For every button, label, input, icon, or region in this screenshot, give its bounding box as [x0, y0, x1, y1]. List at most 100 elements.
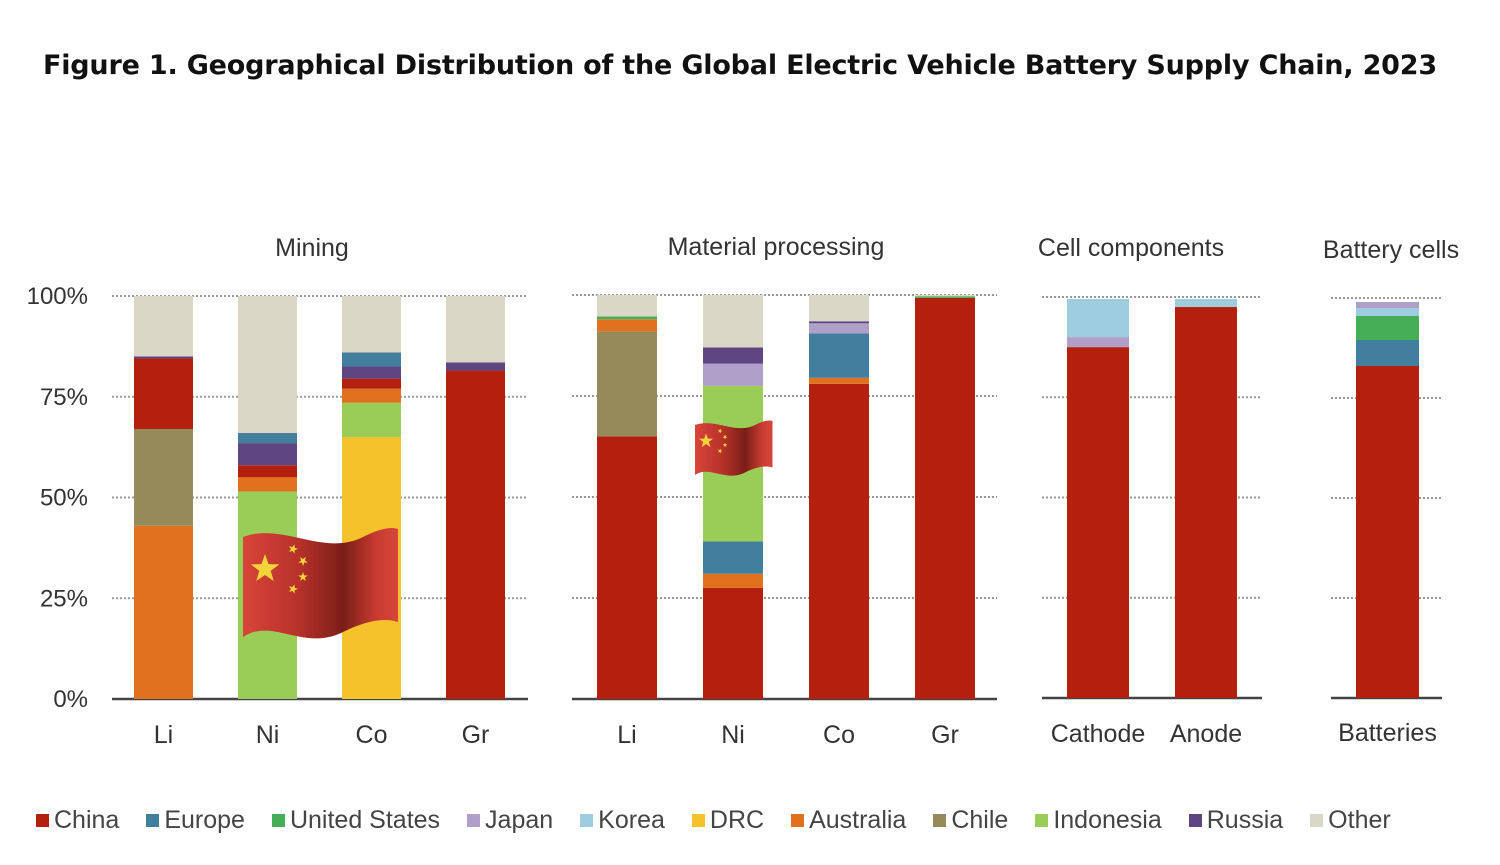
legend-swatch — [1188, 814, 1202, 827]
legend-swatch — [1035, 814, 1049, 827]
bar-segment-japan — [703, 363, 763, 386]
legend-swatch — [580, 814, 594, 827]
bar-segment-china — [1175, 307, 1237, 698]
flag-star-icon — [717, 428, 723, 434]
bar-segment-united-states — [1356, 316, 1419, 340]
legend-item-drc: DRC — [691, 806, 765, 835]
bar-segment-other — [703, 295, 763, 348]
bar-segment-japan — [1356, 302, 1419, 308]
x-tick-label: Co — [823, 721, 855, 749]
bar-segment-russia — [809, 321, 869, 324]
bar-segment-russia — [134, 356, 193, 359]
bar-segment-other — [342, 296, 401, 353]
china-flag-processing — [695, 420, 773, 476]
panel-title: Mining — [275, 234, 349, 262]
legend-item-australia: Australia — [791, 806, 906, 835]
bar-segment-china — [597, 436, 657, 699]
legend-item-united-states: United States — [271, 806, 440, 835]
bar-segment-australia — [342, 388, 401, 403]
legend-label: Indonesia — [1053, 806, 1162, 834]
panel-title: Battery cells — [1323, 236, 1459, 264]
y-tick-label: 0% — [53, 686, 88, 713]
legend-label: DRC — [709, 806, 765, 834]
bar-segment-australia — [809, 377, 869, 384]
figure-title: Figure 1. Geographical Distribution of t… — [43, 50, 1437, 81]
legend-swatch — [36, 814, 49, 827]
bar-segment-china — [1067, 347, 1129, 698]
bar-segment-chile — [597, 331, 657, 437]
bar-segment-united-states — [915, 296, 975, 298]
legend-label: Japan — [485, 806, 554, 834]
legend-label: Korea — [598, 806, 665, 834]
bar-segment-other — [238, 296, 297, 434]
flag-cloth — [243, 527, 398, 639]
bar-segment-russia — [703, 347, 763, 364]
bar-segment-other — [915, 295, 975, 297]
bar-segment-russia — [342, 366, 401, 379]
flag-star-icon — [288, 544, 298, 554]
legend-item-japan: Japan — [467, 806, 553, 835]
x-tick-label: Anode — [1170, 720, 1242, 748]
legend-item-korea: Korea — [580, 806, 665, 835]
bar-segment-europe — [809, 333, 869, 378]
legend-item-russia: Russia — [1188, 806, 1284, 835]
y-tick-label: 100% — [27, 283, 88, 310]
panel-title: Cell components — [1038, 234, 1224, 262]
legend-item-europe: Europe — [146, 806, 245, 835]
bar-segment-china — [1356, 366, 1419, 698]
bar-segment-europe — [238, 433, 297, 444]
bar-segment-china — [134, 358, 193, 429]
bar-segment-europe — [342, 352, 401, 367]
bar-segment-china — [703, 587, 763, 699]
flag-star-icon — [717, 448, 723, 454]
legend-swatch — [691, 814, 705, 827]
x-tick-label: Co — [356, 721, 388, 749]
bar-segment-china — [446, 370, 505, 699]
y-tick-label: 50% — [40, 485, 88, 512]
legend-swatch — [271, 814, 285, 827]
x-tick-label: Li — [154, 721, 173, 749]
flag-star-icon — [698, 433, 714, 448]
bar-segment-japan — [1067, 337, 1129, 348]
bar-segment-chile — [134, 428, 193, 526]
legend-label: Australia — [809, 806, 907, 834]
y-tick-label: 25% — [40, 585, 88, 612]
legend-item-chile: Chile — [933, 806, 1008, 835]
bar-segment-china — [809, 383, 869, 699]
bar-segment-indonesia — [342, 402, 401, 438]
legend-swatch — [791, 814, 805, 827]
x-tick-label: Batteries — [1338, 719, 1437, 747]
legend-label: China — [54, 806, 120, 834]
x-tick-label: Ni — [256, 721, 280, 749]
bar-segment-europe — [703, 541, 763, 574]
bar-segment-united-states — [597, 316, 657, 320]
bar-segment-australia — [238, 477, 297, 492]
legend-swatch — [146, 814, 160, 827]
panel-title: Material processing — [668, 233, 885, 261]
bar-segment-russia — [446, 362, 505, 371]
legend-label: Russia — [1206, 806, 1284, 834]
legend-swatch — [933, 814, 947, 827]
x-tick-label: Gr — [931, 721, 959, 749]
legend-item-china: China — [36, 806, 119, 835]
x-tick-label: Cathode — [1051, 720, 1146, 748]
bar-segment-other — [809, 295, 869, 322]
bar-segment-japan — [809, 323, 869, 334]
bar-segment-china — [238, 465, 297, 478]
flag-star-icon — [298, 556, 308, 566]
bar-segment-other — [134, 296, 193, 357]
bar-segment-australia — [597, 319, 657, 332]
bar-segment-other — [446, 296, 505, 363]
bar-segment-australia — [703, 573, 763, 588]
legend-swatch — [467, 814, 481, 827]
y-tick-label: 75% — [40, 384, 88, 411]
legend-label: Europe — [164, 806, 245, 834]
flag-star-icon — [298, 572, 308, 582]
flag-star-icon — [288, 584, 298, 594]
bar-segment-korea — [1175, 299, 1237, 308]
bar-segment-china — [915, 297, 975, 699]
x-tick-label: Li — [617, 721, 636, 749]
flag-star-icon — [722, 442, 728, 448]
bar-segment-russia — [238, 443, 297, 466]
